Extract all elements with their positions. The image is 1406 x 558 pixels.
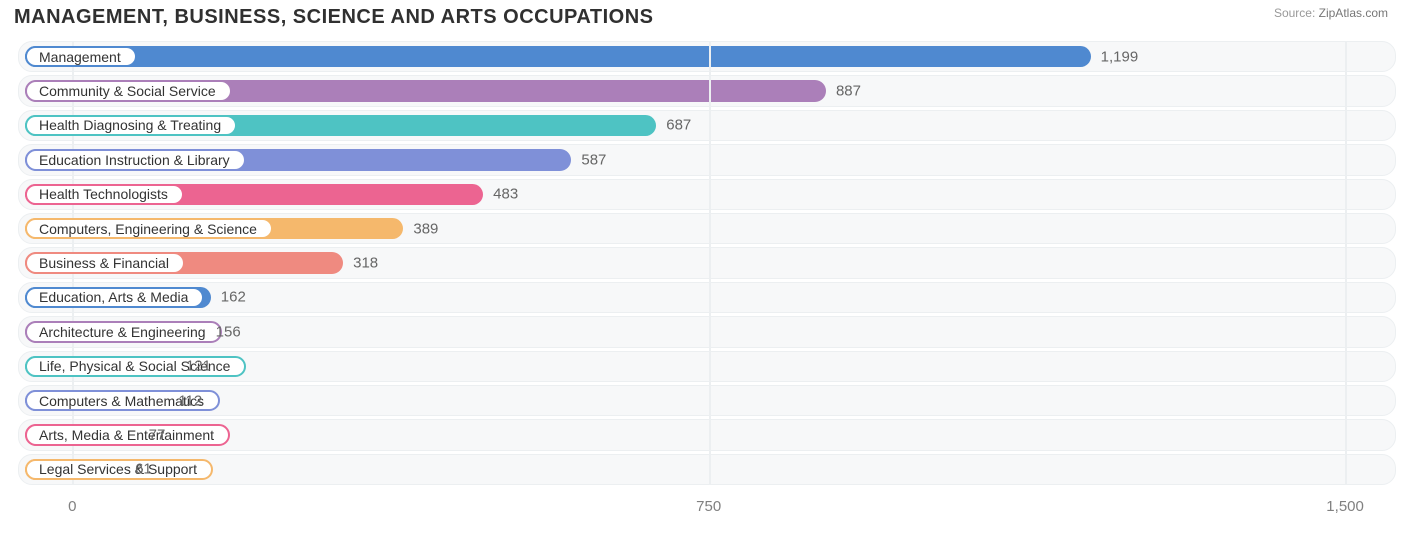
bar-row: Community & Social Service 887 — [18, 75, 1396, 106]
x-axis-label: 750 — [696, 498, 721, 515]
chart-plot: Management 1,199 Community & Social Servic… — [18, 41, 1396, 521]
source-label: Source: — [1274, 6, 1315, 20]
bar-row: Architecture & Engineering156 — [18, 316, 1396, 347]
bar-label-pill: Legal Services & Support — [25, 459, 213, 480]
bar-label-pill: Health Diagnosing & Treating — [25, 115, 237, 136]
bar-value: 887 — [836, 83, 861, 100]
bar-row: Education Instruction & Library 587 — [18, 144, 1396, 175]
bar — [25, 46, 1091, 67]
bar-label-pill: Architecture & Engineering — [25, 321, 222, 342]
bar-value: 162 — [221, 289, 246, 306]
bar-label-pill: Community & Social Service — [25, 80, 232, 101]
gridline — [1345, 41, 1347, 485]
bar-value: 61 — [135, 461, 152, 478]
bar-row: Health Diagnosing & Treating 687 — [18, 110, 1396, 141]
bar-value: 121 — [186, 358, 211, 375]
bar-row: Education, Arts & Media 162 — [18, 282, 1396, 313]
bar-row: Computers & Mathematics112 — [18, 385, 1396, 416]
bar-value: 687 — [666, 117, 691, 134]
bar-label-pill: Arts, Media & Entertainment — [25, 424, 230, 445]
chart-source: Source: ZipAtlas.com — [1274, 6, 1388, 20]
bar-row: Legal Services & Support61 — [18, 454, 1396, 485]
bar-value: 1,199 — [1101, 48, 1139, 65]
bar-value: 389 — [413, 220, 438, 237]
bar-row: Life, Physical & Social Science121 — [18, 351, 1396, 382]
bar-row: Business & Financial 318 — [18, 247, 1396, 278]
bar-row: Management 1,199 — [18, 41, 1396, 72]
x-axis-label: 0 — [68, 498, 76, 515]
bar-label-pill: Business & Financial — [25, 252, 185, 273]
bar-label-pill: Education, Arts & Media — [25, 287, 204, 308]
bar-label-pill: Health Technologists — [25, 184, 184, 205]
bar-value: 318 — [353, 255, 378, 272]
bar-row: Health Technologists 483 — [18, 179, 1396, 210]
bar-row: Arts, Media & Entertainment77 — [18, 419, 1396, 450]
bar-label-pill: Computers, Engineering & Science — [25, 218, 273, 239]
chart-area: Management 1,199 Community & Social Servic… — [0, 35, 1406, 555]
gridline — [709, 41, 711, 485]
bar-label-pill: Education Instruction & Library — [25, 149, 246, 170]
bar-row: Computers, Engineering & Science 389 — [18, 213, 1396, 244]
bar-rows: Management 1,199 Community & Social Servic… — [18, 41, 1396, 485]
chart-title: MANAGEMENT, BUSINESS, SCIENCE AND ARTS O… — [14, 6, 653, 29]
bar-value: 587 — [581, 151, 606, 168]
bar-value: 77 — [149, 426, 166, 443]
bar-value: 112 — [178, 392, 202, 409]
chart-header: MANAGEMENT, BUSINESS, SCIENCE AND ARTS O… — [0, 0, 1406, 35]
x-axis-label: 1,500 — [1326, 498, 1364, 515]
source-value: ZipAtlas.com — [1319, 6, 1388, 20]
bar-label-pill: Life, Physical & Social Science — [25, 356, 246, 377]
bar-label-pill: Management — [25, 46, 137, 67]
bar-value: 483 — [493, 186, 518, 203]
bar-value: 156 — [216, 323, 241, 340]
